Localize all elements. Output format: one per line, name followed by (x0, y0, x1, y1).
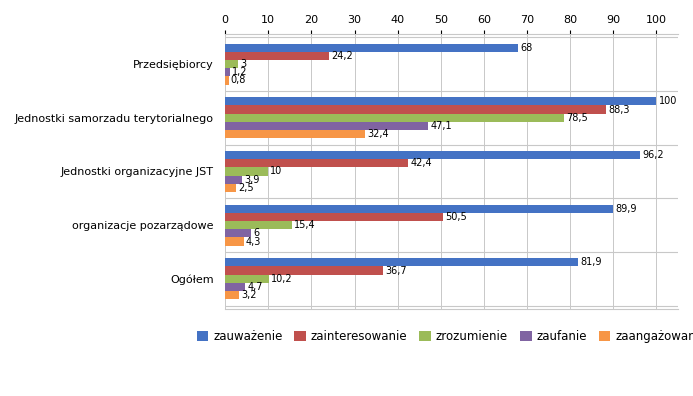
Text: 4,3: 4,3 (246, 236, 261, 247)
Text: 47,1: 47,1 (430, 121, 452, 131)
Bar (225, 291, 239, 299)
Legend: zauważenie, zainteresowanie, zrozumienie, zaufanie, zaangażowanie: zauważenie, zainteresowanie, zrozumienie… (192, 326, 693, 348)
Bar (225, 151, 640, 159)
Text: 36,7: 36,7 (385, 266, 407, 276)
Bar (225, 258, 579, 267)
Bar (225, 267, 383, 275)
Bar (225, 283, 245, 291)
Bar (225, 175, 242, 184)
Text: 1,2: 1,2 (232, 67, 248, 77)
Bar (225, 44, 518, 52)
Bar (225, 105, 606, 114)
Text: 78,5: 78,5 (566, 113, 588, 123)
Text: 50,5: 50,5 (445, 212, 467, 222)
Bar (225, 76, 229, 85)
Text: 96,2: 96,2 (642, 150, 664, 160)
Bar (225, 184, 236, 192)
Text: 3,2: 3,2 (241, 290, 256, 300)
Text: 81,9: 81,9 (581, 257, 602, 267)
Text: 2,5: 2,5 (238, 183, 254, 193)
Bar (225, 213, 443, 221)
Bar (225, 114, 563, 122)
Bar (225, 122, 428, 130)
Text: 32,4: 32,4 (367, 129, 389, 139)
Bar (225, 130, 365, 138)
Text: 89,9: 89,9 (615, 204, 637, 214)
Text: 6: 6 (253, 228, 259, 238)
Text: 15,4: 15,4 (294, 220, 315, 230)
Bar (225, 159, 408, 167)
Bar (225, 97, 656, 105)
Bar (225, 238, 244, 246)
Text: 42,4: 42,4 (410, 158, 432, 168)
Text: 3: 3 (240, 59, 246, 69)
Bar (225, 60, 238, 68)
Bar (225, 229, 251, 238)
Text: 0,8: 0,8 (231, 76, 246, 86)
Bar (225, 167, 268, 175)
Bar (225, 68, 230, 76)
Bar (225, 52, 329, 60)
Text: 10: 10 (270, 166, 283, 176)
Text: 68: 68 (520, 43, 533, 53)
Bar (225, 221, 292, 229)
Text: 4,7: 4,7 (247, 282, 263, 292)
Text: 24,2: 24,2 (332, 51, 353, 61)
Bar (225, 275, 269, 283)
Text: 10,2: 10,2 (271, 274, 293, 284)
Text: 3,9: 3,9 (244, 175, 259, 185)
Bar (225, 205, 613, 213)
Text: 100: 100 (658, 96, 677, 106)
Text: 88,3: 88,3 (608, 105, 630, 114)
